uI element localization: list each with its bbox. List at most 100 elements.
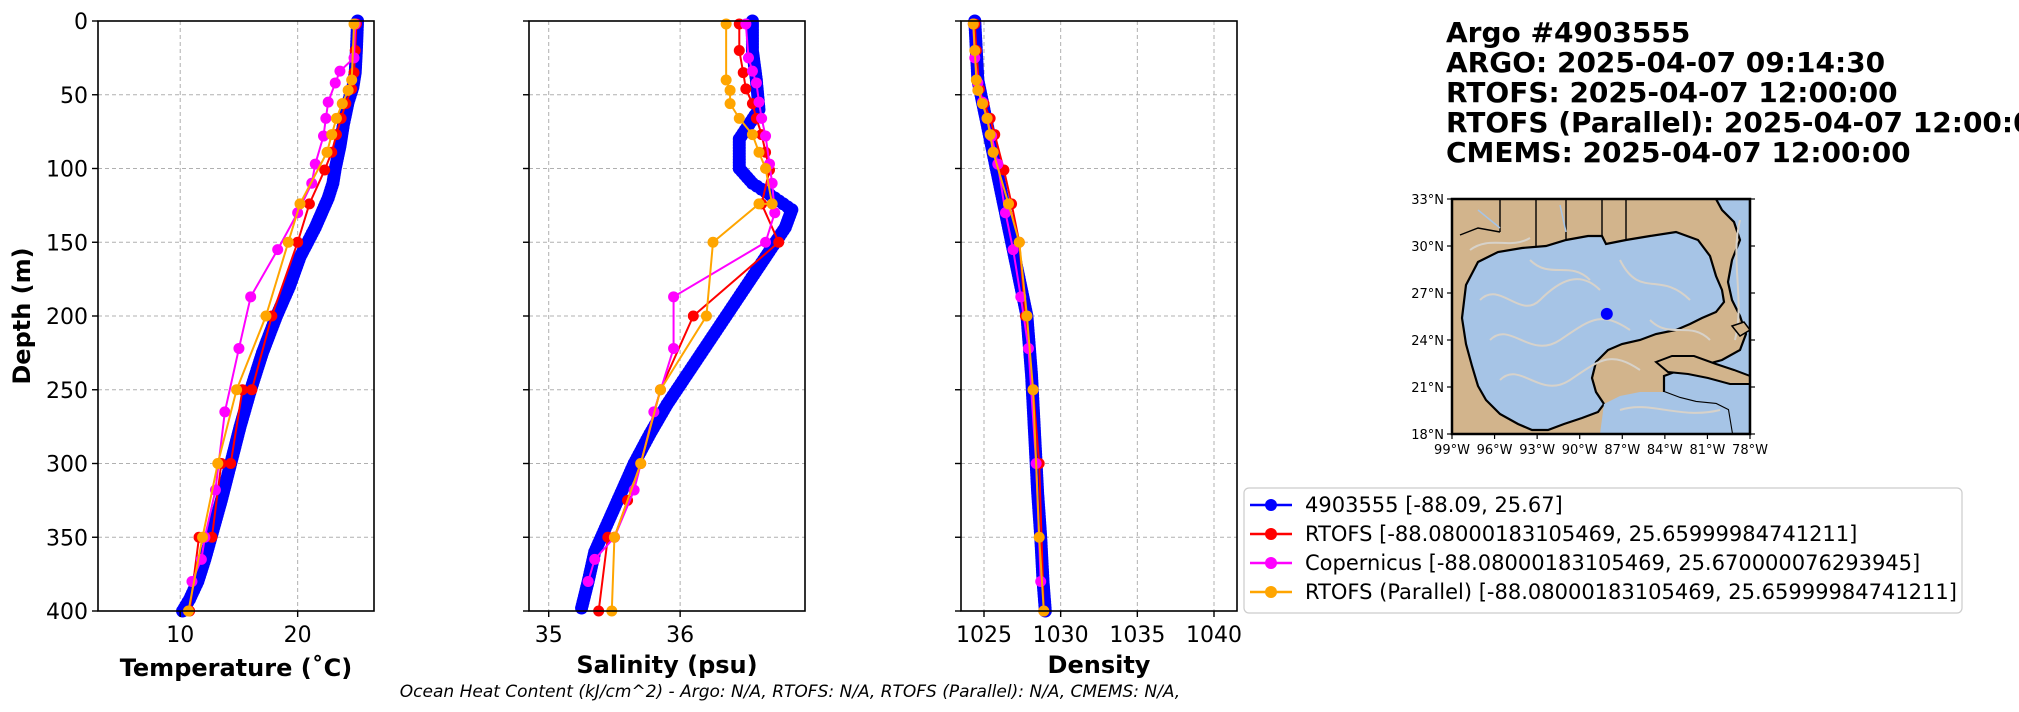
density-xtick-label: 1040 <box>1186 623 1242 648</box>
density-xtick-label: 1025 <box>956 623 1012 648</box>
depth-tick-label: 50 <box>60 84 88 109</box>
temperature-copernicus-point <box>348 52 360 64</box>
salinity-rtofs-parallel-point <box>707 236 719 248</box>
legend: 4903555 [-88.09, 25.67] RTOFS [-88.080001… <box>1243 487 1963 614</box>
salinity-rtofs-point <box>687 310 699 322</box>
density-copernicus-point <box>1022 342 1034 354</box>
salinity-copernicus-point <box>760 236 772 248</box>
density-rtofs-parallel-point <box>972 84 984 96</box>
density-rtofs-parallel-point <box>984 129 996 141</box>
density-x-label: Density <box>1048 651 1151 679</box>
map-lat-label: 27°N <box>1411 287 1444 302</box>
temperature-rtofs-point <box>319 164 331 176</box>
density-copernicus-point <box>1035 576 1047 587</box>
salinity-rtofs-parallel-point <box>724 98 736 110</box>
salinity-copernicus-point <box>756 112 768 124</box>
salinity-rtofs-point <box>737 67 749 79</box>
temperature-rtofs-parallel-point <box>348 18 360 30</box>
temperature-rtofs-parallel-point <box>231 384 243 396</box>
salinity-copernicus-point <box>589 553 601 565</box>
salinity-rtofs-parallel-point <box>654 384 666 396</box>
depth-tick-label: 300 <box>46 453 88 478</box>
temperature-rtofs-point <box>246 384 258 396</box>
density-rtofs-parallel-point <box>987 146 999 158</box>
density-rtofs-parallel-point <box>967 18 979 30</box>
depth-tick-label: 100 <box>46 158 88 183</box>
density-rtofs-parallel-point <box>1021 310 1033 322</box>
salinity-rtofs-parallel-point <box>753 146 765 158</box>
depth-tick-label: 0 <box>74 10 88 35</box>
salinity-copernicus-point <box>769 207 781 219</box>
legend-swatch-marker <box>1265 557 1277 569</box>
salinity-rtofs-parallel-point <box>720 74 732 86</box>
temperature-copernicus-point <box>320 112 332 124</box>
salinity-rtofs-parallel-point <box>608 531 620 543</box>
temperature-rtofs-parallel-point <box>336 98 348 110</box>
temperature-rtofs-point <box>303 198 315 210</box>
legend-swatch-marker <box>1265 528 1277 540</box>
map-lon-label: 78°W <box>1732 443 1768 458</box>
density-copernicus-point <box>1015 291 1027 303</box>
density-rtofs-parallel-point <box>970 74 982 86</box>
salinity-copernicus-point <box>746 65 758 77</box>
density-rtofs-parallel-point <box>1003 198 1015 210</box>
title-line-argo: ARGO: 2025-04-07 09:14:30 <box>1446 46 1885 79</box>
map-lon-label: 87°W <box>1604 443 1640 458</box>
density-rtofs-parallel-point <box>981 112 993 124</box>
legend-entry-label: 4903555 [-88.09, 25.67] <box>1305 493 1563 517</box>
temperature-copernicus-point <box>317 130 329 142</box>
map-lon-label: 84°W <box>1647 443 1683 458</box>
salinity-rtofs-parallel-point <box>766 198 778 210</box>
title-block: Argo #4903555 ARGO: 2025-04-07 09:14:30 … <box>1446 16 2019 169</box>
caribbean-water <box>1600 392 1732 434</box>
salinity-xtick-label: 36 <box>666 623 694 648</box>
map-lat-label: 30°N <box>1411 240 1444 255</box>
title-line-cmems: CMEMS: 2025-04-07 12:00:00 <box>1446 136 1911 169</box>
temperature-copernicus-point <box>233 342 245 354</box>
salinity-rtofs-parallel-point <box>700 310 712 322</box>
salinity-copernicus-point <box>668 291 680 303</box>
salinity-panel: 35 36 Salinity (psu) <box>523 14 806 679</box>
map-lat-label: 33°N <box>1411 193 1444 208</box>
ocean-heat-content-footer: Ocean Heat Content (kJ/cm^2) - Argo: N/A… <box>400 682 1180 702</box>
salinity-copernicus-point <box>582 576 594 587</box>
salinity-xtick-label: 35 <box>535 623 563 648</box>
cuba-island <box>1654 355 1750 385</box>
salinity-argo-point <box>575 601 589 615</box>
depth-tick-label: 250 <box>46 379 88 404</box>
map-lat-label: 24°N <box>1411 334 1444 349</box>
temperature-rtofs-parallel-point <box>330 112 342 124</box>
density-rtofs-parallel-point <box>1013 236 1025 248</box>
temperature-rtofs-parallel-point <box>260 310 272 322</box>
legend-entry-label: RTOFS [-88.08000183105469, 25.6599998474… <box>1305 522 1857 546</box>
temperature-rtofs-parallel-point <box>321 146 333 158</box>
salinity-rtofs-parallel-point <box>733 112 745 124</box>
map-lon-label: 90°W <box>1562 443 1598 458</box>
salinity-rtofs-point <box>733 45 745 56</box>
legend-swatch-marker <box>1265 499 1277 511</box>
density-rtofs-parallel-point <box>1027 384 1039 396</box>
density-rtofs-parallel-point <box>976 98 988 110</box>
density-panel: 1025 1030 1035 1040 Density <box>955 14 1242 679</box>
temperature-rtofs-parallel-point <box>342 84 354 96</box>
temperature-rtofs-point <box>225 458 237 469</box>
salinity-copernicus-point <box>668 342 680 354</box>
temperature-copernicus-point <box>245 291 257 303</box>
map-lat-label: 18°N <box>1411 428 1444 443</box>
temperature-rtofs-parallel-point <box>282 236 294 248</box>
temperature-rtofs-parallel-point <box>212 458 224 469</box>
salinity-rtofs-parallel-point <box>720 18 732 30</box>
temperature-copernicus-point <box>309 158 321 170</box>
legend-entry-label: Copernicus [-88.08000183105469, 25.67000… <box>1305 551 1920 575</box>
density-copernicus-point <box>1007 244 1019 256</box>
salinity-rtofs-parallel-line <box>610 23 774 612</box>
legend-swatch-marker <box>1265 586 1277 598</box>
depth-tick-label: 400 <box>46 600 88 625</box>
title-line-rtofs: RTOFS: 2025-04-07 12:00:00 <box>1446 76 1898 109</box>
density-rtofs-parallel-point <box>969 45 981 56</box>
title-line-rtofs-parallel: RTOFS (Parallel): 2025-04-07 12:00:00 <box>1446 106 2019 139</box>
depth-tick-label: 200 <box>46 305 88 330</box>
gulf-of-mexico-water <box>1460 230 1726 432</box>
salinity-copernicus-point <box>750 77 762 89</box>
temperature-rtofs-parallel-point <box>197 531 209 543</box>
